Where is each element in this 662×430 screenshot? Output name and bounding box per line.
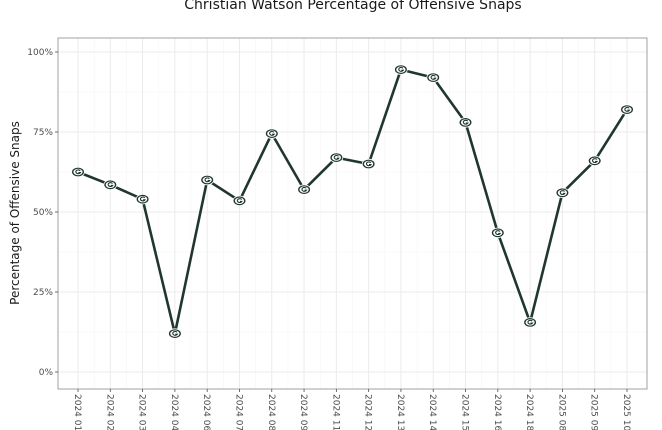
x-tick-label: 2024 04 [169, 394, 179, 430]
x-axis-ticks: 2024 01 2024 02 2024 03 2024 04 2024 06 2024 … [72, 389, 631, 430]
x-tick-label: 2024 09 [298, 394, 308, 430]
data-point [361, 158, 376, 170]
data-point [523, 317, 537, 328]
x-tick-label: 2024 14 [427, 394, 437, 430]
x-tick-label: 2024 02 [104, 394, 114, 430]
data-point [103, 179, 118, 191]
y-axis-label: Percentage of Offensive Snaps [8, 121, 22, 305]
data-point [587, 155, 602, 167]
x-tick-label: 2025 09 [589, 394, 599, 430]
x-tick-label: 2024 01 [72, 394, 82, 430]
data-point [490, 227, 505, 239]
x-tick-label: 2024 13 [395, 394, 405, 430]
data-point [620, 104, 634, 115]
x-tick-label: 2024 15 [460, 394, 470, 430]
y-tick-label: 25% [33, 288, 53, 298]
x-tick-label: 2024 03 [137, 394, 147, 430]
data-point [458, 117, 473, 128]
plot-panel [57, 37, 648, 390]
x-tick-label: 2024 18 [524, 394, 534, 430]
gridlines [58, 38, 647, 389]
data-point [394, 64, 408, 75]
x-tick-label: 2024 06 [201, 394, 211, 430]
data-point [168, 328, 182, 339]
x-tick-label: 2024 12 [363, 394, 373, 430]
y-tick-label: 75% [33, 128, 53, 138]
x-tick-label: 2024 08 [266, 394, 276, 430]
data-point [329, 152, 344, 163]
y-tick-label: 0% [39, 368, 54, 378]
y-axis-ticks: 0% 25% 50% 75% 100% [27, 48, 58, 378]
chart-title: Christian Watson Percentage of Offensive… [184, 0, 521, 13]
data-point [232, 195, 247, 207]
data-point [71, 166, 85, 178]
x-tick-label: 2024 16 [492, 394, 502, 430]
data-point [555, 187, 570, 199]
x-tick-label: 2024 11 [330, 394, 340, 430]
x-tick-label: 2025 08 [556, 394, 566, 430]
x-tick-label: 2024 07 [233, 394, 243, 430]
data-point [200, 174, 214, 186]
y-tick-label: 50% [33, 208, 53, 218]
data-points [71, 64, 634, 339]
data-point [264, 128, 279, 139]
y-tick-label: 100% [27, 48, 53, 58]
data-point [426, 72, 441, 83]
data-point [297, 184, 311, 195]
series-line-christian-watson [77, 68, 629, 335]
data-point [135, 193, 150, 205]
x-tick-label: 2025 10 [621, 394, 631, 430]
